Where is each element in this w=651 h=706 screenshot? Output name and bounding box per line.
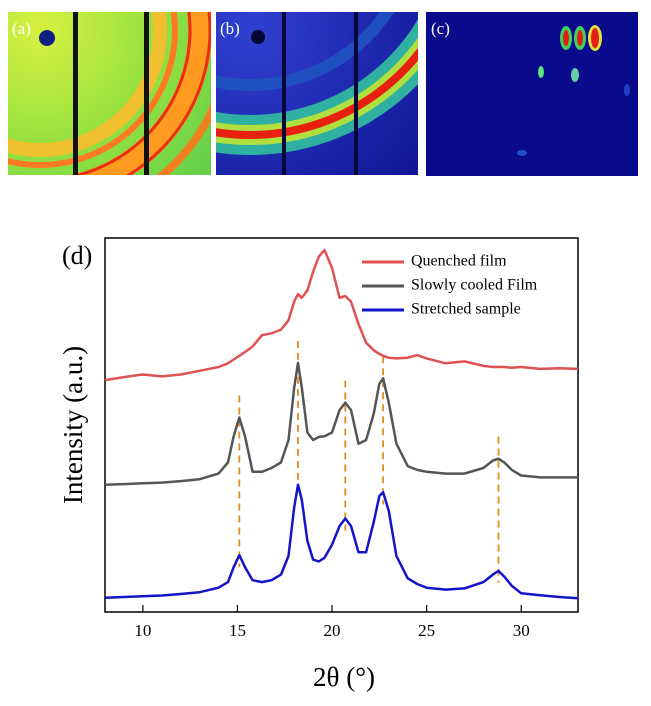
data-line — [104, 483, 579, 600]
x-tick-label: 10 — [134, 621, 151, 640]
x-tick-label: 30 — [513, 621, 530, 640]
panel-a: (a) — [8, 12, 211, 175]
panel-label: (d) — [62, 241, 92, 270]
x-tick-label: 25 — [418, 621, 435, 640]
panel-label: (c) — [431, 19, 450, 38]
x-tick-label: 15 — [229, 621, 246, 640]
panel-label: (a) — [12, 19, 31, 38]
y-axis-label: Intensity (a.u.) — [58, 346, 88, 504]
legend-label: Quenched film — [411, 253, 507, 270]
data-line — [104, 361, 578, 487]
legend-label: Stretched sample — [411, 301, 521, 318]
x-tick-label: 20 — [324, 621, 341, 640]
panel-label: (b) — [220, 19, 240, 38]
panel-c: (c) — [426, 12, 638, 176]
data-line — [104, 248, 579, 382]
plot-frame — [104, 237, 579, 613]
legend-label: Slowly cooled Film — [411, 277, 538, 294]
x-axis-label: 2θ (°) — [313, 662, 375, 692]
panel-b: (b) — [216, 12, 418, 175]
